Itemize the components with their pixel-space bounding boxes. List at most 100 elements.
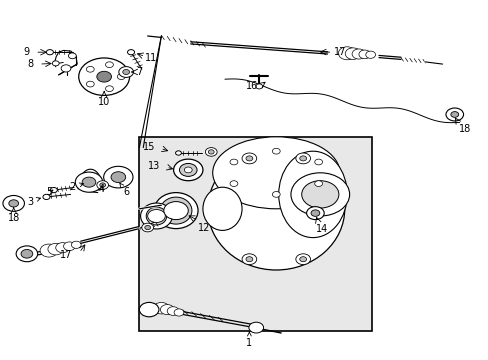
Text: 11: 11 [145, 53, 157, 63]
Circle shape [9, 200, 19, 207]
Circle shape [445, 108, 463, 121]
Circle shape [68, 53, 76, 59]
Circle shape [299, 257, 306, 262]
Ellipse shape [278, 151, 346, 238]
Bar [139, 137, 371, 331]
Ellipse shape [207, 148, 344, 270]
Circle shape [48, 243, 63, 255]
Circle shape [179, 163, 197, 176]
Circle shape [46, 50, 53, 55]
Circle shape [3, 195, 24, 211]
Circle shape [40, 244, 58, 257]
Circle shape [450, 112, 458, 117]
Circle shape [301, 181, 338, 208]
Circle shape [245, 156, 252, 161]
Circle shape [153, 302, 169, 314]
Text: 5: 5 [46, 187, 53, 197]
Text: 4: 4 [99, 184, 104, 194]
Circle shape [299, 156, 306, 161]
Circle shape [147, 210, 165, 222]
Circle shape [97, 181, 108, 189]
Circle shape [100, 183, 105, 187]
Circle shape [173, 159, 203, 181]
Circle shape [160, 305, 174, 315]
Ellipse shape [160, 197, 191, 224]
Text: 17: 17 [333, 47, 345, 57]
Circle shape [314, 181, 322, 186]
Ellipse shape [203, 187, 242, 230]
Circle shape [245, 257, 252, 262]
Circle shape [56, 243, 69, 253]
Circle shape [175, 151, 181, 155]
Text: 3: 3 [27, 197, 41, 207]
Circle shape [61, 65, 71, 72]
Circle shape [119, 67, 133, 77]
Ellipse shape [154, 193, 198, 229]
Circle shape [208, 150, 214, 154]
Text: 16: 16 [245, 81, 258, 91]
Circle shape [295, 254, 310, 265]
Circle shape [184, 167, 192, 173]
Circle shape [272, 148, 280, 154]
Circle shape [290, 173, 349, 216]
Circle shape [242, 153, 256, 164]
Circle shape [105, 62, 113, 68]
Circle shape [86, 81, 94, 87]
Circle shape [229, 181, 237, 186]
Text: 12: 12 [198, 223, 210, 233]
Circle shape [50, 188, 57, 193]
Circle shape [71, 241, 81, 248]
Circle shape [82, 177, 96, 187]
Circle shape [103, 166, 133, 188]
Circle shape [242, 254, 256, 265]
Circle shape [21, 249, 33, 258]
Circle shape [97, 71, 111, 82]
Circle shape [16, 246, 38, 262]
Text: 18: 18 [458, 124, 470, 134]
Circle shape [127, 50, 134, 55]
Circle shape [167, 307, 179, 315]
Text: 2: 2 [69, 182, 83, 192]
Text: 15: 15 [143, 142, 155, 152]
Circle shape [63, 242, 75, 251]
Text: 17: 17 [60, 250, 72, 260]
Text: 18: 18 [7, 213, 20, 223]
Circle shape [310, 210, 319, 216]
Circle shape [75, 172, 102, 192]
Text: 6: 6 [120, 183, 129, 197]
Circle shape [351, 49, 365, 59]
Circle shape [345, 48, 360, 59]
Circle shape [163, 202, 188, 220]
Circle shape [365, 51, 375, 58]
Circle shape [314, 159, 322, 165]
Text: 1: 1 [246, 332, 252, 348]
Circle shape [122, 69, 129, 75]
Circle shape [139, 302, 159, 317]
Ellipse shape [141, 203, 172, 229]
Circle shape [255, 84, 262, 89]
Circle shape [205, 148, 217, 156]
Circle shape [43, 194, 50, 199]
Circle shape [174, 309, 183, 316]
Circle shape [111, 172, 125, 183]
Circle shape [144, 225, 150, 230]
Circle shape [229, 159, 237, 165]
Circle shape [117, 74, 125, 80]
Circle shape [105, 86, 113, 91]
Circle shape [142, 223, 153, 232]
Text: 10: 10 [98, 97, 110, 107]
Ellipse shape [146, 207, 166, 225]
Circle shape [338, 47, 355, 60]
Circle shape [79, 58, 129, 95]
Circle shape [86, 66, 94, 72]
Ellipse shape [212, 137, 339, 209]
Text: 9: 9 [23, 47, 29, 57]
Text: 7: 7 [136, 67, 142, 77]
Circle shape [272, 192, 280, 197]
Text: 8: 8 [27, 59, 33, 69]
Circle shape [295, 153, 310, 164]
Text: 13: 13 [148, 161, 160, 171]
Circle shape [52, 61, 59, 66]
Circle shape [248, 322, 263, 333]
Circle shape [306, 207, 324, 220]
